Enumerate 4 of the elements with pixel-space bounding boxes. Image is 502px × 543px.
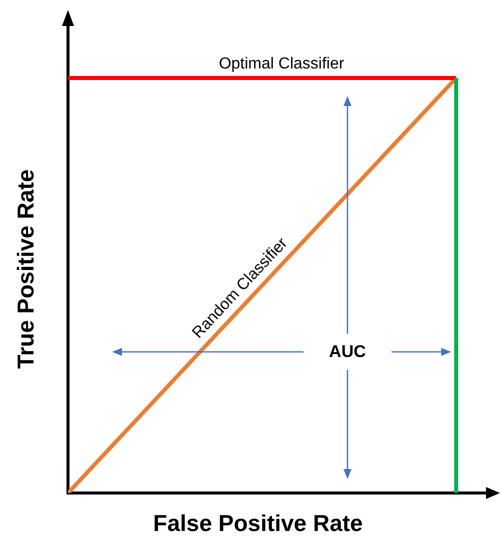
y-axis-title: True Positive Rate — [12, 168, 40, 368]
annotation: AUC — [329, 342, 366, 362]
x-axis-title: False Positive Rate — [153, 510, 363, 537]
series-label: Optimal Classifier — [218, 55, 345, 72]
